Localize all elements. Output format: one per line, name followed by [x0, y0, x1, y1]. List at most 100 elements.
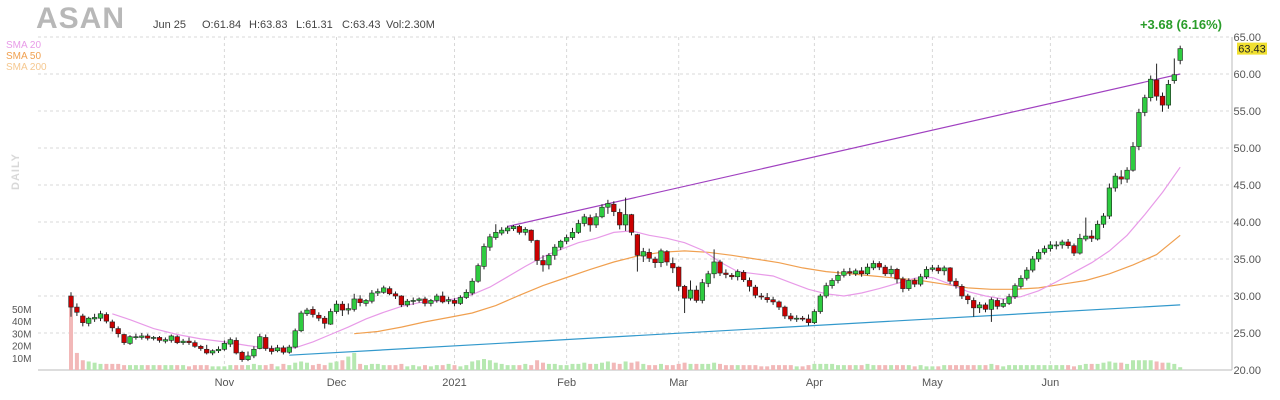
volume-bar	[635, 361, 640, 370]
volume-bar	[747, 365, 752, 370]
candle-up	[304, 309, 310, 315]
candle-down	[186, 340, 192, 343]
volume-bar	[841, 365, 846, 370]
candle-up	[599, 206, 605, 218]
candle-down	[1118, 176, 1124, 180]
candle-up	[410, 300, 416, 302]
volume-bar	[423, 365, 427, 370]
volume-bar	[670, 365, 675, 370]
candle-up	[1165, 84, 1171, 106]
volume-bar	[906, 365, 911, 370]
candle-up	[180, 340, 186, 343]
volume-bar	[594, 363, 599, 370]
candle-up	[369, 292, 375, 302]
volume-bar	[369, 363, 374, 370]
candle-down	[676, 266, 682, 287]
volume-bar	[316, 363, 321, 370]
volume-bar	[664, 365, 669, 370]
candle-up	[274, 347, 281, 352]
candle-up	[86, 317, 92, 324]
candle-up	[351, 298, 357, 310]
volume-bar	[1107, 361, 1112, 370]
volume-bar	[971, 365, 976, 370]
candle-down	[782, 306, 788, 317]
volume-bar	[818, 363, 823, 370]
volume-bar	[1030, 365, 1035, 370]
candle-up	[139, 335, 145, 338]
candle-down	[310, 309, 316, 315]
ticker-symbol: ASAN	[36, 2, 126, 35]
volume-tick-label: 50M	[12, 305, 31, 316]
volume-bar	[605, 361, 610, 370]
volume-bar	[69, 306, 73, 370]
volume-bar	[582, 362, 587, 370]
candle-down	[156, 337, 163, 341]
candle-down	[723, 272, 729, 275]
candle-up	[658, 250, 664, 264]
candle-up	[481, 246, 487, 267]
volume-bar	[588, 363, 593, 370]
volume-bar	[812, 363, 817, 370]
volume-bar	[535, 360, 540, 370]
volume-bar	[836, 365, 840, 370]
candle-up	[622, 214, 629, 226]
volume-bar	[948, 365, 953, 370]
candle-up	[221, 343, 228, 350]
volume-bar	[741, 365, 746, 370]
volume-bar	[499, 363, 504, 370]
candle-down	[646, 252, 652, 259]
sma20-line	[112, 166, 1181, 350]
candle-up	[558, 240, 564, 248]
candle-up	[1041, 248, 1048, 253]
candle-down	[192, 342, 198, 347]
candle-up	[841, 271, 847, 276]
candle-down	[681, 286, 688, 299]
legend-sma20: SMA 20	[6, 40, 42, 51]
volume-bar	[446, 363, 451, 370]
price-tick-label: 65.00	[1233, 32, 1261, 44]
price-tick-label: 20.00	[1233, 365, 1261, 377]
volume-bar	[830, 363, 835, 370]
volume-bar	[181, 365, 186, 370]
last-price-label: 63.43	[1238, 44, 1266, 56]
volume-bar	[493, 362, 498, 370]
volume-bar	[1095, 363, 1100, 370]
volume-bar	[1131, 360, 1135, 370]
volume-bar	[788, 365, 793, 370]
volume-bar	[1172, 363, 1177, 370]
volume-bar	[1066, 365, 1071, 370]
volume-bar	[511, 365, 516, 370]
candle-down	[516, 226, 522, 233]
volume-bar	[942, 365, 947, 370]
candle-up	[853, 270, 859, 275]
candle-up	[133, 336, 139, 339]
candle-down	[971, 300, 977, 309]
volume-bar	[895, 365, 899, 370]
volume-bar	[440, 365, 445, 370]
volume-bar	[228, 365, 233, 370]
volume-bar	[782, 365, 787, 370]
volume-bar	[735, 365, 740, 370]
candle-up	[168, 335, 174, 341]
volume-bar	[216, 366, 221, 370]
volume-bar	[1154, 361, 1159, 370]
volume-bar	[546, 363, 551, 370]
volume-bar	[310, 365, 315, 370]
candle-up	[1077, 237, 1083, 254]
volume-bar	[470, 361, 475, 370]
volume-bar	[104, 363, 109, 370]
volume-bar	[1119, 362, 1124, 370]
legend-sma50: SMA 50	[6, 51, 42, 62]
candle-up	[428, 300, 434, 304]
volume-bar	[352, 352, 357, 370]
volume-bar	[405, 366, 410, 370]
candle-down	[652, 258, 658, 263]
volume-bar	[877, 365, 882, 370]
volume-bar	[1024, 365, 1029, 370]
volume-bar	[428, 366, 433, 370]
candle-down	[752, 286, 758, 296]
candle-up	[469, 280, 475, 294]
candle-down	[339, 303, 346, 311]
volume-bar	[918, 365, 923, 370]
